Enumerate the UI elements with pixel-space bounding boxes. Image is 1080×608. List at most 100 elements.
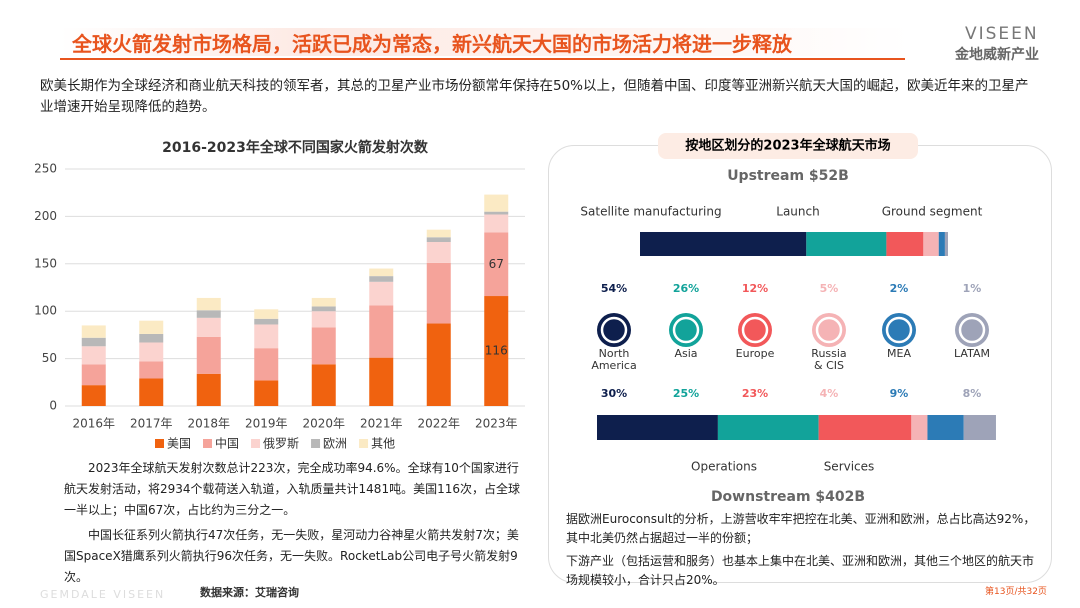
region-icon-ring <box>815 316 843 344</box>
title-band <box>60 28 910 56</box>
region-name: North America <box>591 348 637 372</box>
bar-segment <box>484 296 509 406</box>
data-label: 116 <box>485 344 508 358</box>
x-tick-label: 2020年 <box>302 417 345 431</box>
share-label: 12% <box>742 282 768 295</box>
x-tick-label: 2019年 <box>245 417 288 431</box>
bar-segment <box>311 297 336 307</box>
panel-title-bg <box>658 133 918 159</box>
market-notes: 据欧洲Euroconsult的分析，上游营收牢牢把控在北美、亚洲和欧洲，总占比高… <box>566 510 1041 590</box>
share-label: 1% <box>963 282 982 295</box>
section-heading: Downstream $402B <box>711 489 865 505</box>
bar-segment <box>484 232 509 297</box>
region-icon-ring <box>600 316 628 344</box>
logo-en: VISEEN <box>965 24 1039 44</box>
bar-segment <box>484 194 509 212</box>
share-label: 26% <box>673 282 699 295</box>
bar-segment <box>426 229 451 238</box>
share-label: 2% <box>890 282 909 295</box>
share-segment <box>911 415 928 440</box>
share-segment <box>640 232 807 256</box>
bar-segment <box>484 211 509 215</box>
bar-segment <box>369 268 394 277</box>
share-segment <box>923 232 939 256</box>
y-tick-label: 50 <box>42 351 57 365</box>
intro: 欧美长期作为全球经济和商业航天科技的领军者，其总的卫星产业市场份额常年保持在50… <box>40 78 1029 115</box>
share-segment <box>944 232 948 256</box>
share-label: 23% <box>742 387 768 400</box>
share-segment <box>938 232 945 256</box>
bar-segment <box>426 241 451 263</box>
title-rule <box>60 58 905 60</box>
legend-swatch <box>155 439 164 448</box>
chart-title: 2016-2023年全球不同国家火箭发射次数 <box>162 139 429 156</box>
region-icon-ring <box>741 316 769 344</box>
bar-segment <box>311 364 336 406</box>
legend-label: 美国 <box>167 437 191 451</box>
y-tick-label: 100 <box>34 304 57 318</box>
source: 数据来源：艾瑞咨询 <box>200 586 299 599</box>
bar-segment <box>369 281 394 306</box>
bar-segment <box>311 327 336 365</box>
x-tick-label: 2023年 <box>475 417 518 431</box>
note: 下游产业（包括运营和服务）也基本上集中在北美、亚洲和欧洲，其他三个地区的航天市场… <box>566 554 1035 587</box>
region-name-box: North America <box>591 348 637 372</box>
legend-swatch <box>251 439 261 448</box>
bar-segment <box>426 323 451 406</box>
bar-segment <box>254 309 279 319</box>
bar-segment <box>139 320 164 334</box>
panel-title: 按地区划分的2023年全球航天市场 <box>685 138 890 154</box>
bar-segment <box>81 364 106 386</box>
segment-label: Services <box>824 460 875 474</box>
slide-title: 全球火箭发射市场格局，活跃已成为常态，新兴航天大国的市场活力将进一步释放 <box>72 32 792 56</box>
bar-segment <box>81 337 106 347</box>
bar-segment <box>196 310 221 318</box>
legend-label: 欧洲 <box>323 437 347 451</box>
share-label: 5% <box>820 282 839 295</box>
note: 中国长征系列火箭执行47次任务，无一失败，星河动力谷神星火箭共发射7次；美国Sp… <box>64 528 519 584</box>
share-label: 25% <box>673 387 699 400</box>
y-tick-label: 150 <box>34 256 57 270</box>
bar-segment <box>254 380 279 406</box>
share-segment <box>963 415 996 440</box>
region-name: MEA <box>887 348 911 360</box>
bar-segment <box>196 373 221 406</box>
note: 2023年全球航天发射次数总计223次，完全成功率94.6%。全球有10个国家进… <box>64 461 520 517</box>
bar-segment <box>369 276 394 282</box>
y-tick-label: 250 <box>34 162 57 176</box>
segment-label: Satellite manufacturing <box>580 205 721 219</box>
share-label: 8% <box>963 387 982 400</box>
segment-label: Ground segment <box>882 205 983 219</box>
share-label: 4% <box>820 387 839 400</box>
share-label: 54% <box>601 282 627 295</box>
legend-swatch <box>359 439 369 448</box>
bar-segment <box>426 237 451 242</box>
region-icon-ring <box>885 316 913 344</box>
region-name-box: Russia & CIS <box>811 348 847 372</box>
bar-segment <box>311 306 336 312</box>
bar-segment <box>254 324 279 349</box>
share-label: 9% <box>890 387 909 400</box>
note: 据欧洲Euroconsult的分析，上游营收牢牢把控在北美、亚洲和欧洲，总占比高… <box>566 512 1036 545</box>
bar-segment <box>81 346 106 365</box>
market-chart: 按地区划分的2023年全球航天市场 Upstream $52B Satellite… <box>580 133 996 505</box>
bar-segment <box>81 385 106 406</box>
y-tick-label: 0 <box>49 399 57 413</box>
segment-label: Launch <box>776 205 819 219</box>
region-name-box: MEA <box>887 348 911 360</box>
y-tick-label: 200 <box>34 209 57 223</box>
launch-chart: 2016-2023年全球不同国家火箭发射次数 0 50 100 150 200 250 20… <box>34 139 525 451</box>
bar-segment <box>254 348 279 381</box>
region-name: Russia & CIS <box>811 348 847 372</box>
legend-label: 俄罗斯 <box>263 437 299 451</box>
region-name-box: Europe <box>736 348 775 360</box>
section-heading: Upstream $52B <box>727 168 849 184</box>
x-tick-label: 2021年 <box>360 417 403 431</box>
share-segment <box>717 415 819 440</box>
bar-segment <box>254 318 279 325</box>
region-icon-ring <box>672 316 700 344</box>
x-tick-label: 2016年 <box>72 417 115 431</box>
bar-segment <box>484 214 509 233</box>
bar-segment <box>139 333 164 343</box>
